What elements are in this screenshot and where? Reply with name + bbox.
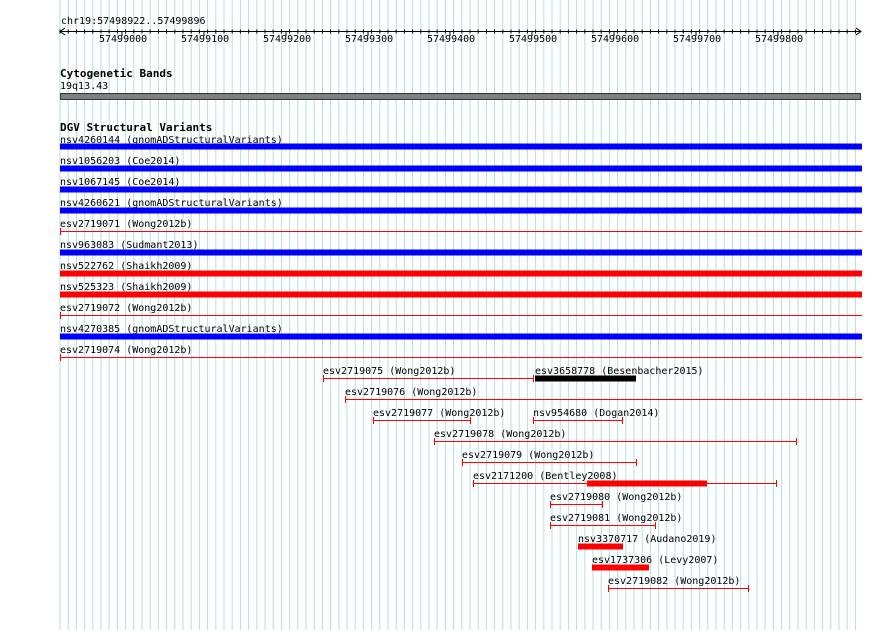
- dgv-feature-glyph[interactable]: [0, 415, 890, 427]
- dgv-feature-glyph[interactable]: [0, 310, 890, 322]
- dgv-feature-label[interactable]: nsv1067145 (Coe2014): [60, 177, 181, 188]
- dgv-feature-glyph[interactable]: [0, 268, 890, 280]
- dgv-feature-glyph[interactable]: [0, 478, 890, 490]
- dgv-feature-label[interactable]: esv2719080 (Wong2012b): [550, 492, 683, 503]
- dgv-feature-label[interactable]: esv2719071 (Wong2012b): [60, 219, 193, 230]
- dgv-feature-label[interactable]: nsv1056203 (Coe2014): [60, 156, 181, 167]
- ruler-tick-label: 57499000: [99, 34, 148, 45]
- dgv-feature-glyph[interactable]: [0, 583, 890, 595]
- dgv-feature-glyph[interactable]: [0, 457, 890, 469]
- dgv-feature-glyph[interactable]: [0, 394, 890, 406]
- ruler-tick-label: 57499400: [427, 34, 476, 45]
- dgv-feature-glyph[interactable]: [0, 373, 890, 385]
- dgv-feature-glyph[interactable]: [0, 331, 890, 343]
- dgv-feature-label[interactable]: esv2719081 (Wong2012b): [550, 513, 683, 524]
- dgv-feature-glyph[interactable]: [0, 415, 890, 427]
- ruler-tick-label: 57499800: [755, 34, 804, 45]
- dgv-feature-label[interactable]: esv3658778 (Besenbacher2015): [535, 366, 704, 377]
- dgv-feature-label[interactable]: nsv4270385 (gnomADStructuralVariants): [60, 324, 283, 335]
- dgv-feature-label[interactable]: esv2719079 (Wong2012b): [462, 450, 595, 461]
- ruler[interactable]: [0, 24, 890, 50]
- dgv-feature-label[interactable]: nsv963083 (Sudmant2013): [60, 240, 199, 251]
- dgv-feature-glyph[interactable]: [0, 289, 890, 301]
- dgv-feature-label[interactable]: esv2719074 (Wong2012b): [60, 345, 193, 356]
- dgv-feature-glyph[interactable]: [0, 436, 890, 448]
- dgv-feature-label[interactable]: esv1737306 (Levy2007): [592, 555, 719, 566]
- region-label: chr19:57498922..57499896: [61, 16, 206, 27]
- dgv-feature-label[interactable]: nsv525323 (Shaikh2009): [60, 282, 193, 293]
- dgv-feature-glyph[interactable]: [0, 520, 890, 532]
- dgv-feature-glyph[interactable]: [0, 184, 890, 196]
- dgv-feature-glyph[interactable]: [0, 499, 890, 511]
- dgv-feature-glyph[interactable]: [0, 352, 890, 364]
- dgv-feature-glyph[interactable]: [0, 226, 890, 238]
- ruler-tick-label: 57499500: [509, 34, 558, 45]
- dgv-feature-label[interactable]: nsv522762 (Shaikh2009): [60, 261, 193, 272]
- dgv-feature-glyph[interactable]: [0, 163, 890, 175]
- dgv-feature-glyph[interactable]: [0, 562, 890, 574]
- dgv-feature-label[interactable]: esv2719078 (Wong2012b): [434, 429, 567, 440]
- cytoband-track-title: Cytogenetic Bands: [60, 67, 173, 80]
- dgv-feature-label[interactable]: nsv4260621 (gnomADStructuralVariants): [60, 198, 283, 209]
- dgv-track-title: DGV Structural Variants: [60, 121, 213, 134]
- dgv-feature-glyph[interactable]: [0, 205, 890, 217]
- dgv-feature-label[interactable]: esv2719076 (Wong2012b): [345, 387, 478, 398]
- ruler-tick-label: 57499600: [591, 34, 640, 45]
- dgv-feature-label[interactable]: nsv954680 (Dogan2014): [533, 408, 660, 419]
- dgv-feature-label[interactable]: esv2171200 (Bentley2008): [473, 471, 618, 482]
- dgv-feature-label[interactable]: nsv3370717 (Audano2019): [578, 534, 717, 545]
- dgv-feature-label[interactable]: esv2719082 (Wong2012b): [608, 576, 741, 587]
- dgv-feature-label[interactable]: esv2719077 (Wong2012b): [373, 408, 506, 419]
- dgv-feature-glyph[interactable]: [0, 141, 890, 153]
- dgv-feature-glyph[interactable]: [0, 247, 890, 259]
- dgv-feature-glyph[interactable]: [0, 541, 890, 553]
- dgv-feature-label[interactable]: esv2719075 (Wong2012b): [323, 366, 456, 377]
- ruler-arrow: [855, 27, 862, 36]
- cytoband-bar[interactable]: [60, 93, 861, 100]
- dgv-feature-glyph[interactable]: [0, 373, 890, 385]
- ruler-tick-label: 57499300: [345, 34, 394, 45]
- dgv-feature-label[interactable]: esv2719072 (Wong2012b): [60, 303, 193, 314]
- ruler-tick-label: 57499700: [673, 34, 722, 45]
- dgv-feature-label[interactable]: nsv4260144 (gnomADStructuralVariants): [60, 135, 283, 146]
- cytoband-label: 19q13.43: [60, 81, 109, 92]
- ruler-tick-label: 57499100: [181, 34, 230, 45]
- ruler-tick-label: 57499200: [263, 34, 312, 45]
